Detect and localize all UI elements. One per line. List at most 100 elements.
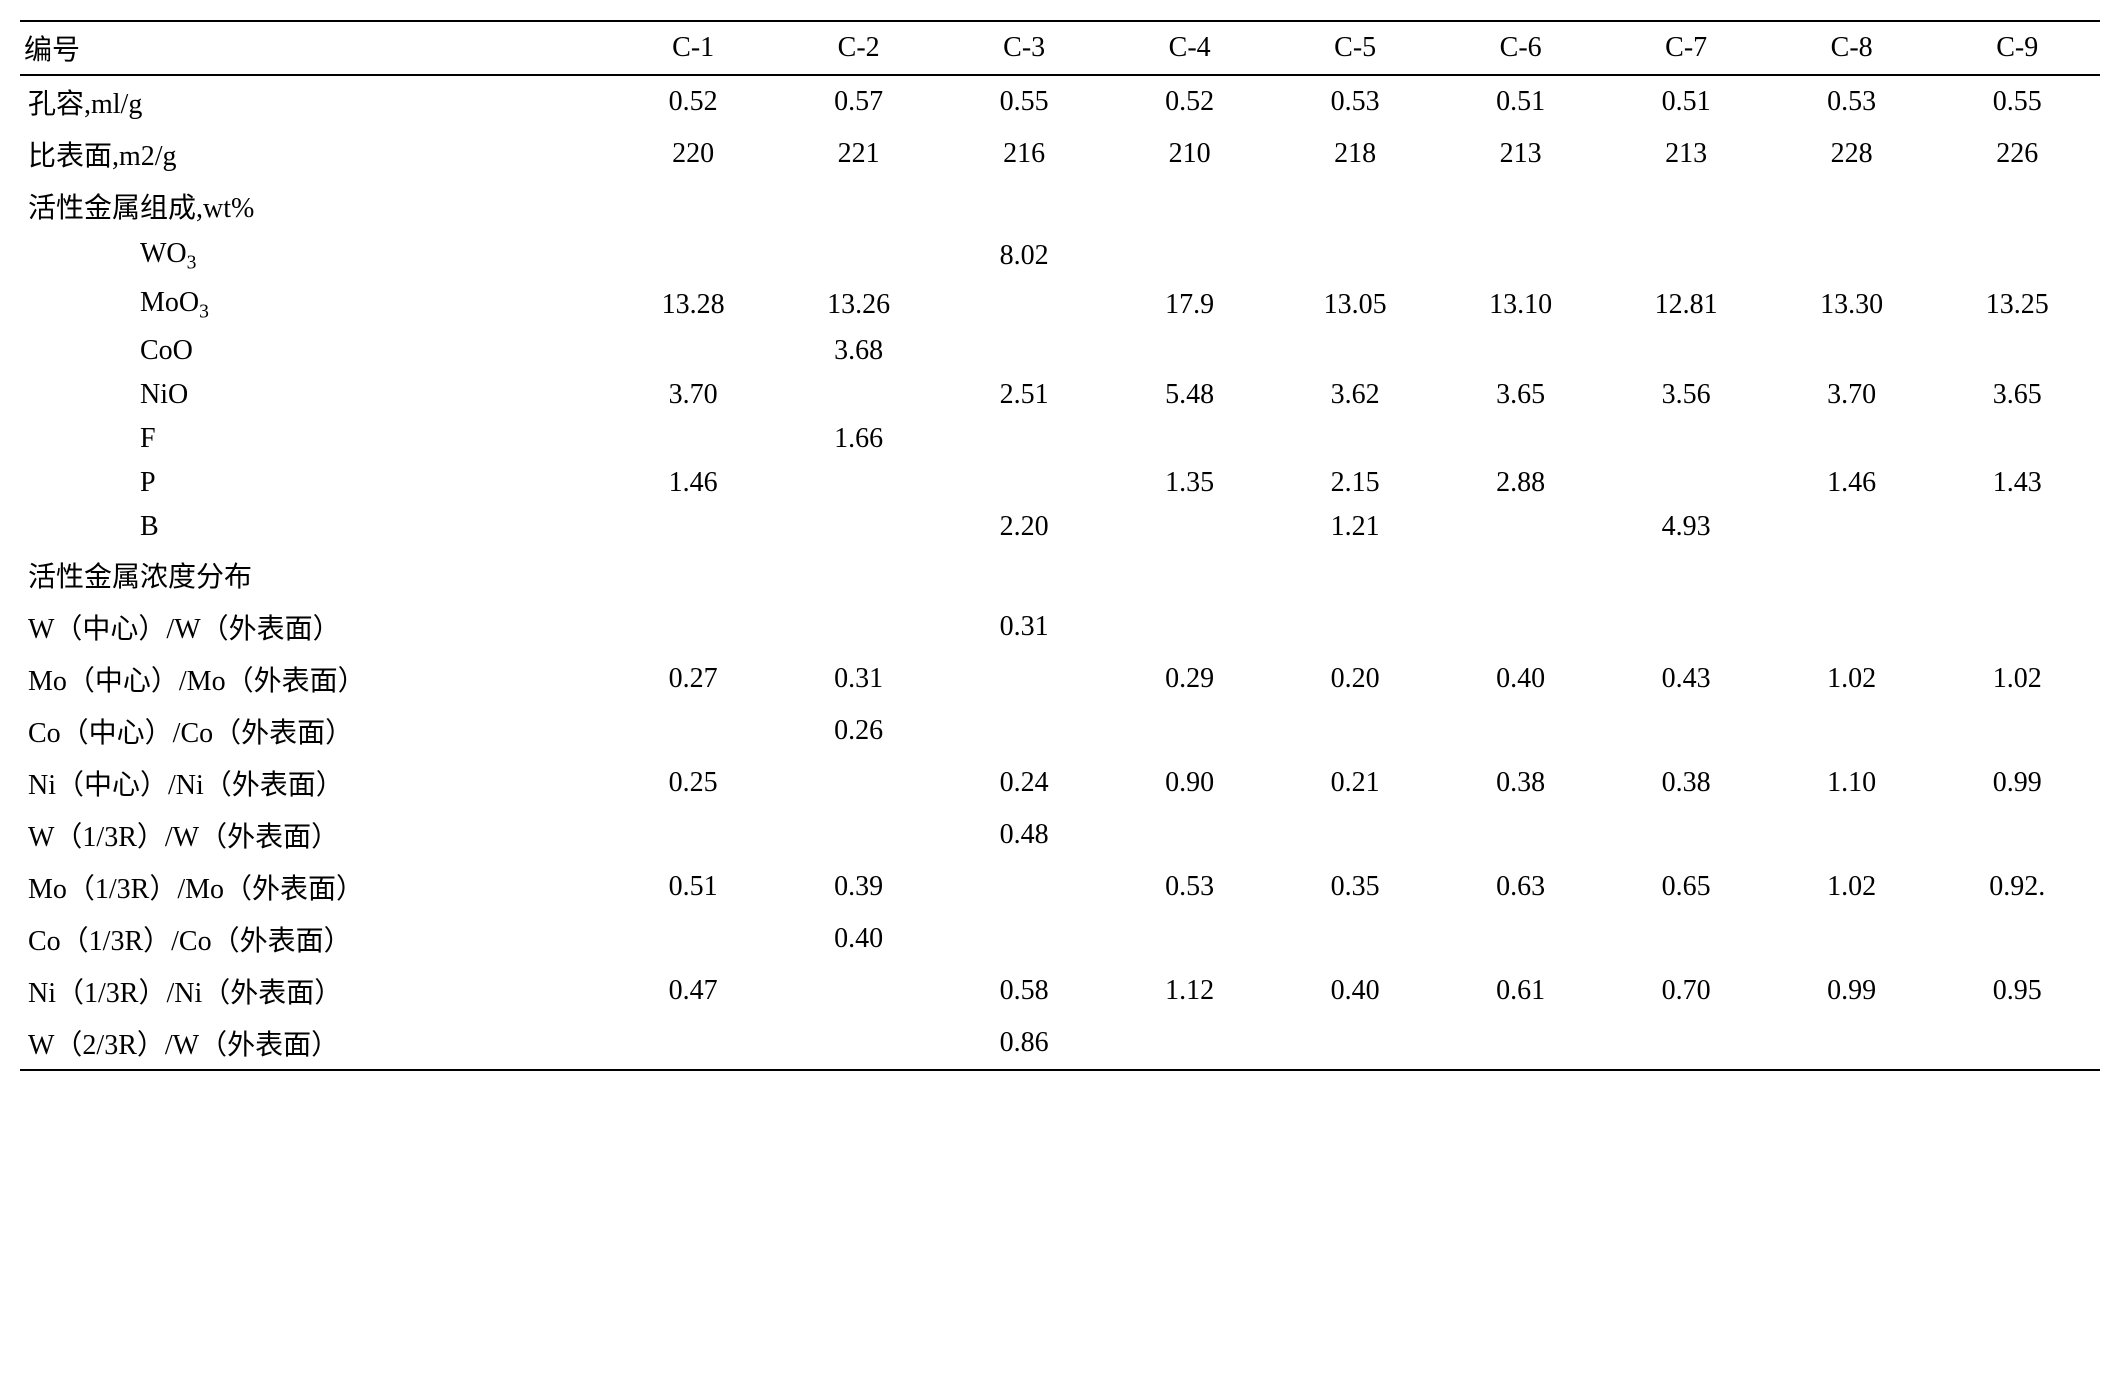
table-cell: 0.52 bbox=[1107, 75, 1273, 128]
table-cell: 4.93 bbox=[1603, 505, 1769, 549]
table-cell: 1.46 bbox=[1769, 461, 1935, 505]
table-cell: 2.88 bbox=[1438, 461, 1604, 505]
row-label: 活性金属浓度分布 bbox=[20, 549, 610, 601]
table-cell: 0.40 bbox=[776, 913, 942, 965]
table-cell: 220 bbox=[610, 128, 776, 180]
col-header: C-7 bbox=[1603, 21, 1769, 75]
table-cell bbox=[776, 505, 942, 549]
table-cell bbox=[1603, 913, 1769, 965]
table-cell bbox=[1934, 549, 2100, 601]
table-cell bbox=[1603, 705, 1769, 757]
table-cell: 0.29 bbox=[1107, 653, 1273, 705]
table-cell bbox=[1934, 913, 2100, 965]
table-cell: 1.12 bbox=[1107, 965, 1273, 1017]
table-cell: 2.51 bbox=[941, 373, 1107, 417]
table-cell bbox=[610, 1017, 776, 1070]
table-cell bbox=[941, 705, 1107, 757]
table-cell bbox=[1934, 1017, 2100, 1070]
table-cell: 0.38 bbox=[1603, 757, 1769, 809]
table-row: Ni（中心）/Ni（外表面）0.250.240.900.210.380.381.… bbox=[20, 757, 2100, 809]
table-cell bbox=[1769, 549, 1935, 601]
table-cell bbox=[1438, 913, 1604, 965]
col-header: C-3 bbox=[941, 21, 1107, 75]
table-cell: 213 bbox=[1603, 128, 1769, 180]
table-cell bbox=[1934, 505, 2100, 549]
table-cell: 0.26 bbox=[776, 705, 942, 757]
table-cell bbox=[1603, 1017, 1769, 1070]
table-cell bbox=[610, 913, 776, 965]
row-label: CoO bbox=[20, 329, 610, 373]
row-label: MoO3 bbox=[20, 281, 610, 330]
table-cell bbox=[1934, 232, 2100, 281]
table-cell bbox=[610, 505, 776, 549]
table-cell bbox=[941, 549, 1107, 601]
table-cell bbox=[776, 809, 942, 861]
table-cell bbox=[1934, 809, 2100, 861]
row-label: Ni（中心）/Ni（外表面） bbox=[20, 757, 610, 809]
table-cell: 0.51 bbox=[1603, 75, 1769, 128]
table-row: P1.461.352.152.881.461.43 bbox=[20, 461, 2100, 505]
table-cell: 0.27 bbox=[610, 653, 776, 705]
table-cell bbox=[1769, 705, 1935, 757]
table-cell bbox=[610, 329, 776, 373]
table-cell bbox=[1107, 180, 1273, 232]
table-row: WO38.02 bbox=[20, 232, 2100, 281]
table-cell: 0.51 bbox=[1438, 75, 1604, 128]
table-cell: 1.43 bbox=[1934, 461, 2100, 505]
table-cell bbox=[1107, 913, 1273, 965]
table-cell: 5.48 bbox=[1107, 373, 1273, 417]
table-cell bbox=[1603, 461, 1769, 505]
table-cell: 0.35 bbox=[1272, 861, 1438, 913]
table-cell bbox=[941, 180, 1107, 232]
table-cell: 0.39 bbox=[776, 861, 942, 913]
row-label: F bbox=[20, 417, 610, 461]
table-cell bbox=[1934, 601, 2100, 653]
table-cell bbox=[1769, 180, 1935, 232]
table-cell: 0.31 bbox=[941, 601, 1107, 653]
table-row: 孔容,ml/g0.520.570.550.520.530.510.510.530… bbox=[20, 75, 2100, 128]
table-cell: 1.46 bbox=[610, 461, 776, 505]
table-cell bbox=[1603, 809, 1769, 861]
row-label: Ni（1/3R）/Ni（外表面） bbox=[20, 965, 610, 1017]
col-header: 编号 bbox=[20, 21, 610, 75]
table-cell: 1.02 bbox=[1934, 653, 2100, 705]
col-header: C-6 bbox=[1438, 21, 1604, 75]
table-cell bbox=[1107, 601, 1273, 653]
table-cell bbox=[1603, 601, 1769, 653]
table-cell bbox=[1272, 549, 1438, 601]
table-cell: 216 bbox=[941, 128, 1107, 180]
table-cell: 13.10 bbox=[1438, 281, 1604, 330]
table-cell bbox=[941, 417, 1107, 461]
table-cell bbox=[1272, 1017, 1438, 1070]
table-cell bbox=[1769, 913, 1935, 965]
table-cell bbox=[1769, 1017, 1935, 1070]
table-cell bbox=[1603, 417, 1769, 461]
row-label: NiO bbox=[20, 373, 610, 417]
table-cell: 3.70 bbox=[610, 373, 776, 417]
table-cell bbox=[1107, 549, 1273, 601]
table-row: 比表面,m2/g220221216210218213213228226 bbox=[20, 128, 2100, 180]
table-cell bbox=[1438, 705, 1604, 757]
table-cell bbox=[1272, 329, 1438, 373]
table-cell: 0.58 bbox=[941, 965, 1107, 1017]
table-cell bbox=[1438, 180, 1604, 232]
table-cell bbox=[1272, 913, 1438, 965]
table-cell bbox=[1107, 809, 1273, 861]
table-cell bbox=[941, 281, 1107, 330]
table-cell bbox=[610, 601, 776, 653]
table-row: B2.201.214.93 bbox=[20, 505, 2100, 549]
table-cell bbox=[1438, 417, 1604, 461]
table-cell bbox=[1934, 705, 2100, 757]
table-cell bbox=[776, 965, 942, 1017]
table-cell: 1.35 bbox=[1107, 461, 1273, 505]
table-body: 孔容,ml/g0.520.570.550.520.530.510.510.530… bbox=[20, 75, 2100, 1070]
table-cell: 2.15 bbox=[1272, 461, 1438, 505]
row-label: 孔容,ml/g bbox=[20, 75, 610, 128]
table-cell: 0.90 bbox=[1107, 757, 1273, 809]
row-label: B bbox=[20, 505, 610, 549]
row-label: Co（中心）/Co（外表面） bbox=[20, 705, 610, 757]
table-cell: 13.26 bbox=[776, 281, 942, 330]
table-cell bbox=[1272, 705, 1438, 757]
table-row: CoO3.68 bbox=[20, 329, 2100, 373]
col-header: C-2 bbox=[776, 21, 942, 75]
